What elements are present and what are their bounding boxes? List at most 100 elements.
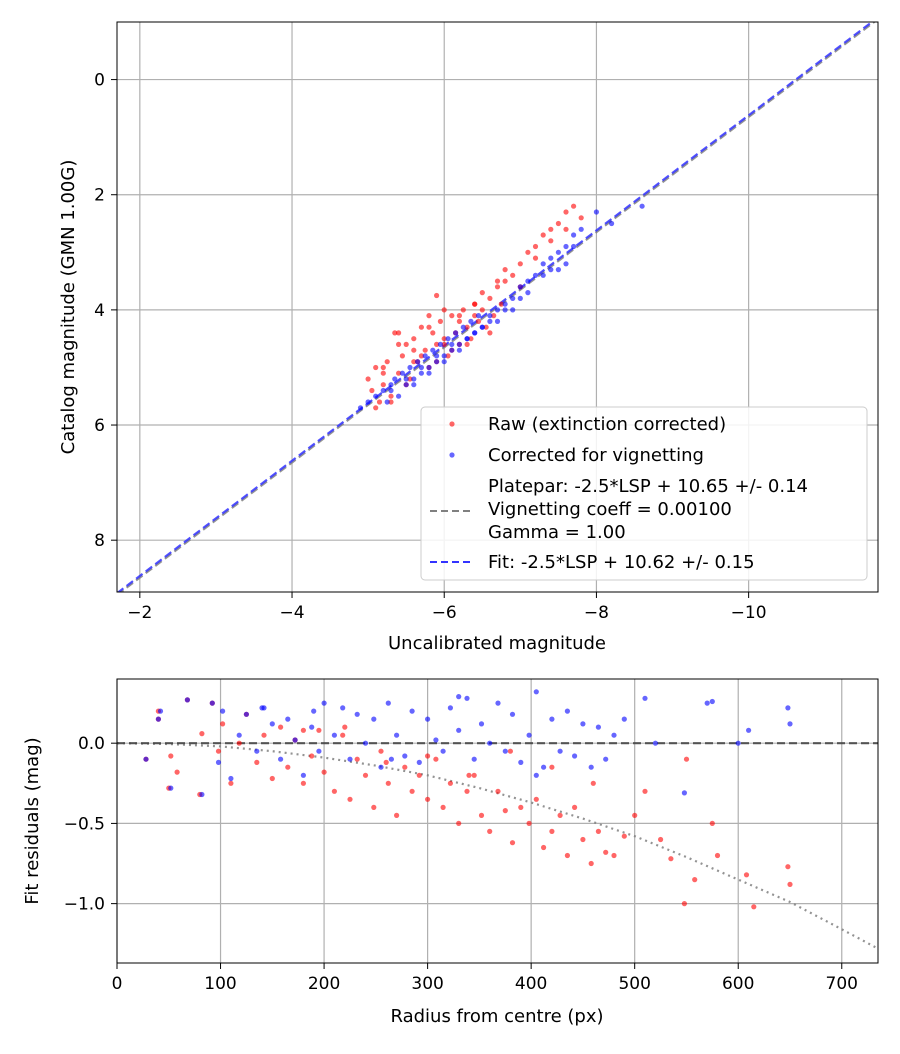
top-xtick-label: −10 bbox=[731, 603, 767, 623]
top-point-s1 bbox=[571, 243, 577, 250]
top-point-s1 bbox=[525, 278, 531, 284]
top-point-s1 bbox=[403, 382, 409, 388]
bottom-point-s0 bbox=[394, 812, 400, 819]
bottom-point-s1 bbox=[433, 737, 439, 743]
bottom-point-s1 bbox=[580, 721, 586, 727]
bottom-point-s1 bbox=[487, 740, 493, 746]
bottom-point-s0 bbox=[709, 820, 715, 827]
top-line-3 bbox=[117, 22, 874, 592]
legend: Raw (extinction corrected) Corrected for… bbox=[420, 406, 868, 581]
bottom-panel: 0 100 200 300 400 500 600 700 0.0 −0.5 −1.0 Radius… bbox=[22, 678, 879, 1027]
bottom-xtick-label: 100 bbox=[204, 974, 236, 994]
top-point-s0 bbox=[563, 226, 569, 232]
top-point-s0 bbox=[388, 393, 394, 399]
top-point-s0 bbox=[548, 226, 554, 232]
bottom-ylabel: Fit residuals (mag) bbox=[22, 737, 43, 904]
top-point-s0 bbox=[487, 295, 493, 301]
top-point-s0 bbox=[464, 341, 470, 347]
top-marks bbox=[117, 22, 876, 592]
legend-box bbox=[420, 406, 868, 581]
top-point-s1 bbox=[357, 405, 364, 411]
top-point-s1 bbox=[593, 209, 600, 215]
bottom-point-s1 bbox=[471, 756, 477, 762]
top-point-s0 bbox=[396, 330, 402, 336]
bottom-point-s0 bbox=[580, 836, 586, 843]
bottom-point-s1 bbox=[155, 716, 161, 722]
top-point-s0 bbox=[369, 387, 375, 394]
top-point-s1 bbox=[487, 318, 493, 324]
top-point-s1 bbox=[380, 387, 386, 394]
top-point-s1 bbox=[548, 255, 554, 261]
top-point-s1 bbox=[456, 347, 462, 353]
top-point-s1 bbox=[639, 203, 645, 209]
top-point-s0 bbox=[571, 203, 577, 209]
top-point-s0 bbox=[441, 307, 447, 313]
bottom-point-s0 bbox=[385, 780, 391, 786]
bottom-point-s0 bbox=[632, 812, 638, 819]
bottom-point-s0 bbox=[254, 759, 260, 766]
top-point-s0 bbox=[441, 336, 447, 342]
bottom-xtick-label: 200 bbox=[308, 974, 340, 994]
bottom-marks bbox=[117, 689, 878, 950]
bottom-point-s1 bbox=[236, 732, 242, 738]
bottom-point-s0 bbox=[743, 872, 750, 878]
bottom-point-s0 bbox=[549, 828, 555, 835]
bottom-plot-frame bbox=[116, 678, 879, 964]
bottom-point-s1 bbox=[533, 772, 539, 778]
bottom-point-s1 bbox=[278, 756, 284, 762]
bottom-point-s1 bbox=[311, 708, 317, 714]
bottom-point-s0 bbox=[590, 780, 596, 786]
top-point-s0 bbox=[396, 370, 402, 376]
bottom-point-s0 bbox=[572, 804, 578, 811]
top-xlabel: Uncalibrated magnitude bbox=[388, 633, 606, 654]
top-point-s1 bbox=[453, 330, 459, 336]
bottom-point-s0 bbox=[342, 724, 348, 730]
bottom-point-s1 bbox=[228, 775, 234, 782]
top-point-s1 bbox=[468, 318, 474, 324]
top-point-s0 bbox=[380, 382, 386, 388]
top-point-s1 bbox=[422, 353, 428, 359]
top-point-s1 bbox=[517, 284, 523, 290]
top-ytick-label: 2 bbox=[94, 186, 105, 206]
bottom-point-s1 bbox=[787, 721, 793, 727]
bottom-point-s0 bbox=[526, 820, 532, 827]
bottom-point-s0 bbox=[331, 788, 337, 794]
top-point-s0 bbox=[441, 341, 447, 347]
bottom-point-s1 bbox=[572, 753, 578, 759]
bottom-point-s0 bbox=[261, 732, 267, 738]
top-point-s1 bbox=[525, 290, 531, 296]
top-point-s1 bbox=[460, 324, 466, 330]
bottom-point-s1 bbox=[541, 764, 547, 770]
top-xtick-label: −8 bbox=[584, 603, 609, 623]
bottom-point-s1 bbox=[526, 732, 532, 738]
top-point-s0 bbox=[430, 330, 436, 336]
bottom-point-s1 bbox=[402, 753, 408, 759]
bottom-point-s0 bbox=[692, 877, 698, 883]
bottom-point-s1 bbox=[209, 700, 215, 706]
bottom-point-s0 bbox=[785, 864, 791, 870]
top-point-s1 bbox=[415, 359, 421, 365]
bottom-point-s0 bbox=[371, 804, 377, 811]
bottom-point-s1 bbox=[704, 700, 710, 706]
top-point-s1 bbox=[510, 307, 516, 313]
bottom-point-s0 bbox=[533, 796, 539, 802]
top-point-s1 bbox=[475, 313, 482, 319]
top-point-s1 bbox=[399, 370, 405, 376]
top-point-s0 bbox=[449, 313, 455, 319]
top-point-s1 bbox=[555, 267, 562, 273]
top-line-2 bbox=[119, 22, 876, 592]
bottom-point-s1 bbox=[340, 705, 346, 711]
top-point-s0 bbox=[376, 399, 383, 405]
top-point-s0 bbox=[483, 324, 489, 330]
top-point-s1 bbox=[418, 364, 424, 371]
bottom-point-s1 bbox=[502, 748, 508, 754]
bottom-ticks: 0 100 200 300 400 500 600 700 0.0 −0.5 −1.0 bbox=[64, 734, 858, 994]
bottom-point-s1 bbox=[394, 732, 400, 738]
top-point-s0 bbox=[434, 341, 440, 347]
bottom-point-s1 bbox=[785, 705, 791, 711]
top-point-s1 bbox=[396, 393, 402, 399]
top-point-s0 bbox=[373, 405, 379, 411]
bottom-point-s1 bbox=[447, 705, 453, 711]
bottom-point-s0 bbox=[471, 772, 477, 778]
